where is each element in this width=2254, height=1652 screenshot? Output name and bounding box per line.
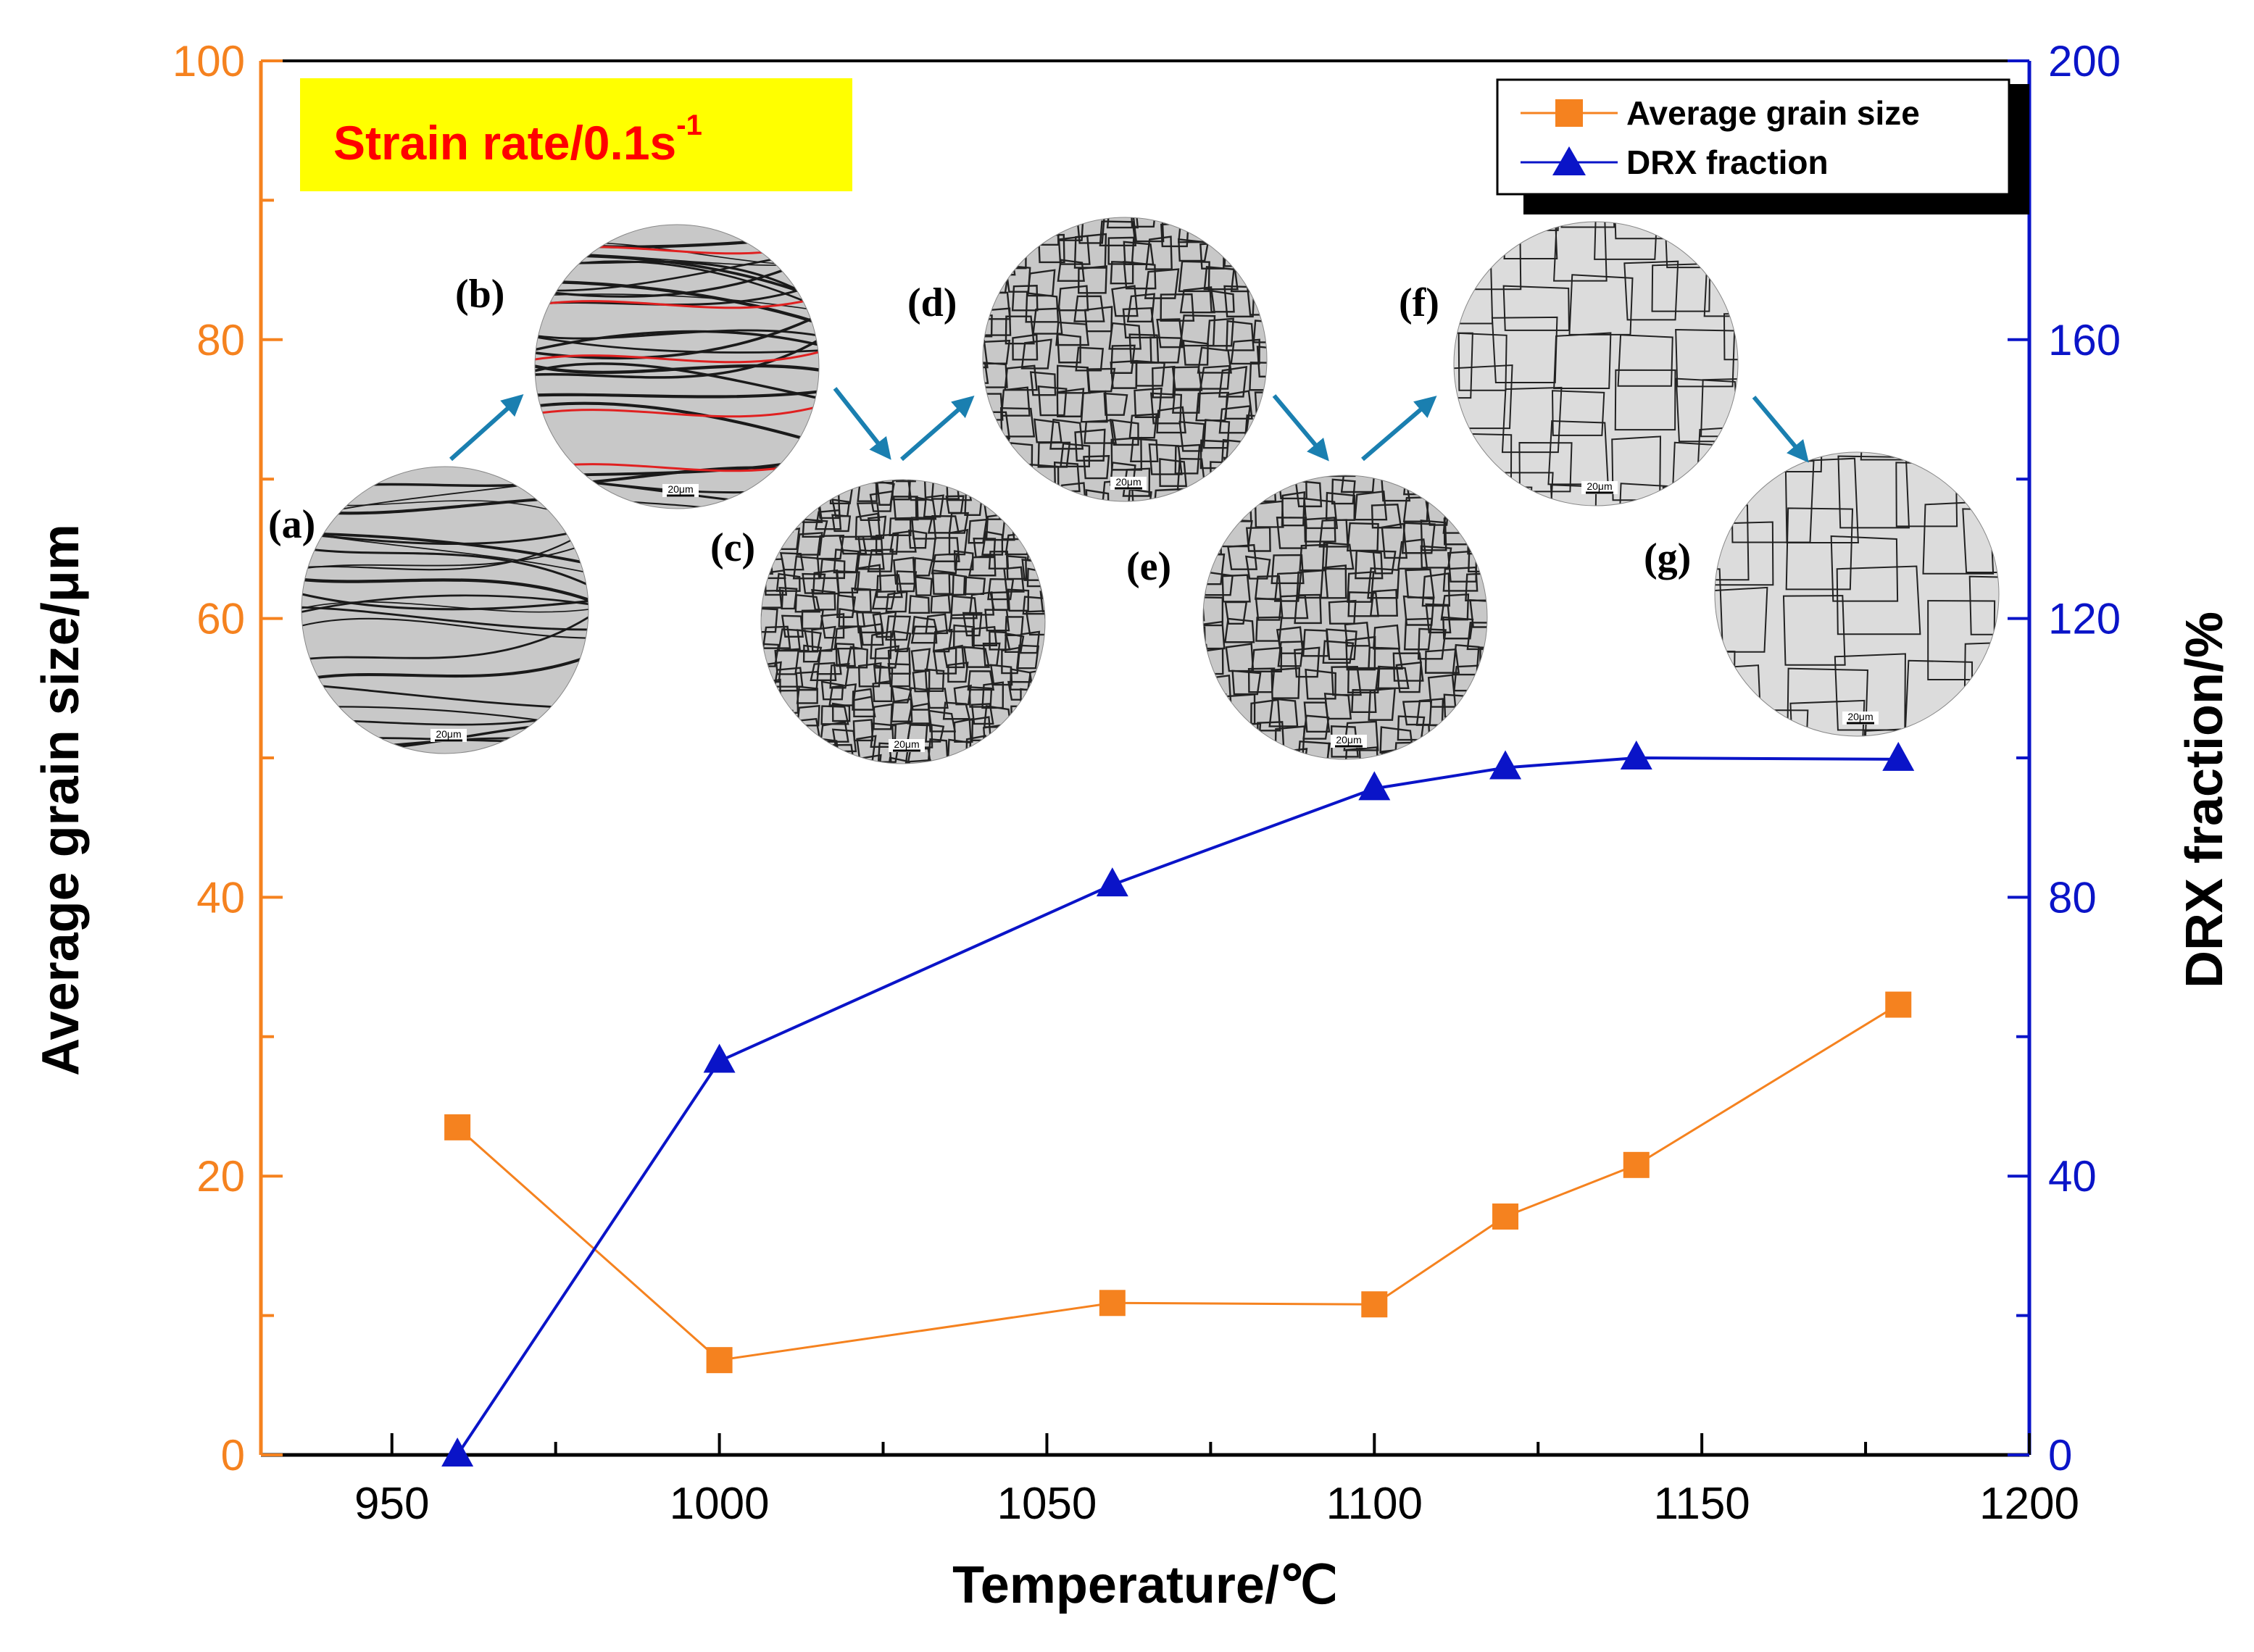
micrograph-a: 20μm (301, 466, 589, 754)
transition-arrow (900, 396, 975, 462)
micrograph-e: 20μm (1202, 475, 1488, 760)
y-left-tick-label: 0 (221, 1431, 245, 1480)
grain-size-point (1623, 1151, 1650, 1178)
scale-bar-label: 20μm (436, 728, 461, 740)
drx-fraction-point (441, 1438, 474, 1467)
y-left-tick-label: 100 (172, 37, 245, 85)
panel-label: (a) (268, 502, 315, 547)
y-left-tick-label: 80 (196, 316, 245, 364)
grain-size-point (444, 1114, 471, 1140)
transition-arrow (1752, 396, 1809, 463)
scale-bar-label: 20μm (1586, 480, 1612, 492)
scale-bar-label: 20μm (1115, 476, 1141, 488)
strain-rate-banner: Strain rate/0.1s-1 (300, 78, 852, 191)
x-axis-title: Temperature/℃ (952, 1556, 1338, 1614)
scale-bar: 20μm (1110, 476, 1147, 490)
x-tick-label: 1150 (1653, 1479, 1750, 1529)
grain-size-point (1885, 991, 1912, 1018)
y-left-tick-label: 20 (196, 1152, 245, 1201)
transition-arrow (449, 393, 524, 462)
scale-bar: 20μm (1842, 711, 1879, 725)
y-left-tick-label: 60 (196, 595, 245, 643)
panel-label: (c) (710, 525, 755, 570)
transition-arrows (449, 387, 1809, 463)
legend-grain-label: Average grain size (1626, 94, 1920, 132)
grain-size-point (1361, 1291, 1388, 1318)
x-tick-label: 1100 (1326, 1479, 1423, 1529)
legend-drx-marker (1552, 146, 1586, 175)
transition-arrow (833, 387, 891, 460)
y-axis-right-title: DRX fraction/% (2176, 612, 2234, 988)
grain-size-point (1099, 1290, 1126, 1317)
x-tick-label: 1000 (670, 1479, 770, 1529)
drx-fraction-line (456, 756, 1899, 1456)
y-left-tick-label: 40 (196, 873, 245, 922)
scale-bar: 20μm (662, 483, 699, 497)
x-tick-label: 1200 (1979, 1479, 2079, 1529)
scale-bar: 20μm (1331, 734, 1367, 748)
y-right-tick-label: 0 (2048, 1431, 2072, 1480)
svg-text:Strain rate/0.1s-1: Strain rate/0.1s-1 (333, 109, 702, 170)
scale-bar-label: 20μm (1847, 711, 1873, 722)
micrograph-b: 20μm (534, 224, 820, 509)
scale-bar: 20μm (889, 738, 925, 752)
x-tick-label: 1050 (997, 1479, 1097, 1529)
y-right-tick-label: 120 (2048, 595, 2121, 643)
x-tick-label: 950 (354, 1479, 429, 1529)
banner-superscript: -1 (676, 109, 702, 141)
micrograph-d: 20μm (982, 217, 1268, 502)
panel-label: (e) (1126, 544, 1171, 589)
scale-bar: 20μm (1581, 480, 1618, 494)
grain-size-point (706, 1347, 733, 1374)
y-right-tick-label: 200 (2048, 37, 2121, 85)
y-right-tick-label: 40 (2048, 1152, 2097, 1201)
legend: Average grain size DRX fraction (1496, 78, 2029, 214)
drx-fraction-point (1620, 741, 1652, 769)
transition-arrow (1272, 394, 1329, 462)
banner-main-text: Strain rate/0.1s (333, 116, 676, 170)
drx-fraction-point (703, 1043, 736, 1073)
transition-arrow (1361, 396, 1437, 462)
legend-grain-marker (1555, 99, 1583, 127)
y-right-tick-label: 160 (2048, 316, 2121, 364)
drx-fraction-point (1489, 750, 1522, 780)
legend-drx-label: DRX fraction (1626, 143, 1829, 181)
grain-size-line (457, 1004, 1900, 1361)
scale-bar-label: 20μm (1336, 734, 1361, 746)
drx-fraction-point (1358, 771, 1391, 801)
drx-fraction-point (1096, 867, 1128, 897)
drx-fraction-point (1882, 741, 1915, 771)
scale-bar-label: 20μm (894, 738, 919, 750)
grain-size-point (1492, 1203, 1519, 1230)
y-axis-left-title: Average grain size/μm (32, 524, 90, 1076)
panel-label: (g) (1644, 535, 1691, 580)
panel-label: (f) (1399, 280, 1439, 325)
scale-bar-label: 20μm (668, 483, 693, 495)
micrograph-c: 20μm (760, 479, 1046, 764)
panel-label: (b) (455, 272, 504, 317)
panel-label: (d) (907, 280, 957, 325)
micrograph-insets: 20μm (a) 20μm (b) 20μm (c) 20μm (d) 20μm (e) 20μm (… (268, 217, 2000, 764)
scale-bar: 20μm (431, 728, 467, 742)
axis-ticks: 950 1000 1050 1100 1150 120002040608010004080… (172, 37, 2121, 1529)
data-series (441, 741, 1915, 1467)
y-right-tick-label: 80 (2048, 873, 2097, 922)
